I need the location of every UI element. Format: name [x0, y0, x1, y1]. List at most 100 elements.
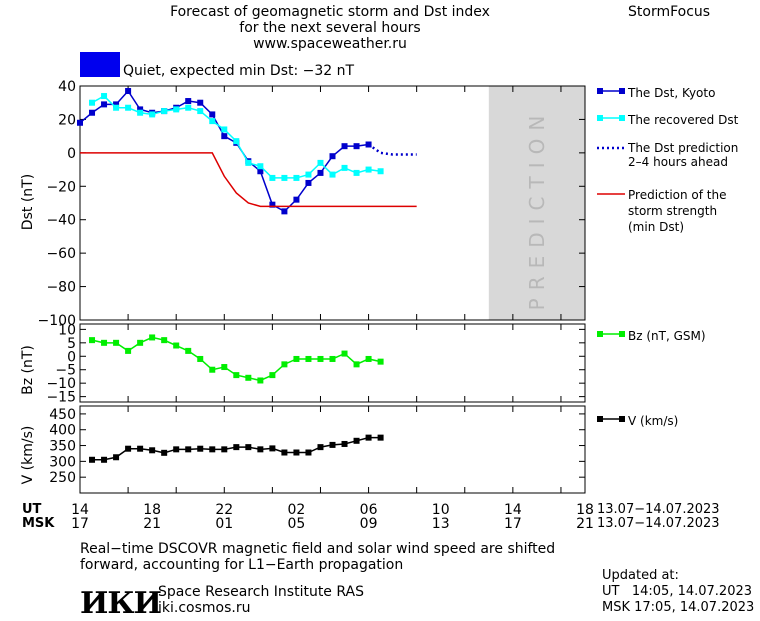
- data-point-dst-1: [329, 171, 336, 178]
- data-point-dst-1: [257, 163, 264, 170]
- data-point-dst-0: [221, 133, 228, 140]
- data-point-v-0: [209, 446, 216, 453]
- legend-label-dst: The Dst, Kyoto: [628, 86, 716, 100]
- legend-label-storm-strength: Prediction of the storm strength (min Ds…: [628, 188, 727, 234]
- legend-line-bz-marker: [619, 331, 625, 337]
- data-point-bz-0: [245, 374, 252, 381]
- data-point-dst-1: [113, 104, 120, 111]
- data-point-dst-0: [305, 179, 312, 186]
- y-tick-label-dst: 0: [67, 146, 76, 162]
- series-line-dst-1: [91, 95, 381, 179]
- data-point-bz-0: [185, 347, 192, 354]
- ut-tick-label: 18: [576, 502, 594, 518]
- data-point-dst-1: [173, 106, 180, 113]
- series-line-dst-3: [80, 152, 417, 208]
- data-point-dst-1: [209, 118, 216, 125]
- legend-label-v: V (km/s): [628, 414, 679, 428]
- data-point-dst-0: [317, 169, 324, 176]
- panel-frame-dst: [79, 85, 586, 321]
- y-tick-label-dst: 20: [58, 112, 76, 128]
- data-point-bz-0: [257, 377, 264, 384]
- data-point-dst-0: [353, 143, 360, 150]
- institute-site: iki.cosmos.ru: [158, 600, 251, 616]
- updated-msk: MSK 17:05, 14.07.2023: [602, 600, 755, 615]
- ut-tick-label: 18: [143, 502, 161, 518]
- data-point-v-0: [293, 449, 300, 456]
- data-point-bz-0: [161, 337, 168, 344]
- msk-tick-label: 17: [504, 516, 522, 532]
- data-point-dst-1: [89, 99, 96, 106]
- y-tick-label-v: 250: [49, 470, 76, 486]
- ut-axis-label: UT: [22, 502, 42, 517]
- data-point-bz-0: [197, 355, 204, 362]
- legend-line-recovered-marker: [619, 115, 625, 121]
- msk-tick-label: 09: [360, 516, 378, 532]
- y-tick-label-bz: 5: [67, 336, 76, 352]
- y-tick-label-bz: −10: [46, 376, 76, 392]
- y-tick-label-dst: −40: [46, 213, 76, 229]
- data-point-bz-0: [317, 355, 324, 362]
- series-line-dst-2: [367, 143, 417, 156]
- legend-label-dst-prediction: The Dst prediction 2–4 hours ahead: [628, 141, 739, 169]
- prediction-region: [488, 86, 585, 320]
- msk-tick-label: 13: [432, 516, 450, 532]
- msk-tick-label: 21: [143, 516, 161, 532]
- legend-line-v-marker: [597, 416, 603, 422]
- data-point-bz-0: [113, 339, 120, 346]
- data-point-dst-0: [101, 101, 108, 108]
- data-point-v-0: [377, 434, 384, 441]
- data-point-dst-1: [341, 164, 348, 171]
- y-tick-label-v: 350: [49, 439, 76, 455]
- msk-tick-label: 01: [215, 516, 233, 532]
- chart-title-line2: for the next several hours: [239, 20, 421, 36]
- data-point-bz-0: [125, 347, 132, 354]
- data-point-bz-0: [209, 366, 216, 373]
- y-tick-label-dst: −100: [38, 313, 76, 329]
- msk-tick-label: 05: [288, 516, 306, 532]
- data-point-dst-1: [137, 109, 144, 116]
- data-point-v-0: [161, 449, 168, 456]
- data-point-bz-0: [233, 372, 240, 379]
- data-point-dst-0: [77, 119, 83, 126]
- y-tick-label-bz: 10: [58, 322, 76, 338]
- updated-label: Updated at:: [602, 568, 679, 583]
- data-point-v-0: [353, 437, 360, 444]
- footer-note-line1: Real−time DSCOVR magnetic field and sola…: [80, 541, 556, 557]
- site-url: www.spaceweather.ru: [253, 36, 407, 52]
- legend-label-recovered: The recovered Dst: [628, 113, 739, 127]
- ut-tick-label: 10: [432, 502, 450, 518]
- data-point-bz-0: [353, 361, 360, 368]
- data-point-dst-1: [365, 166, 372, 173]
- data-point-v-0: [305, 449, 312, 456]
- data-point-v-0: [89, 456, 96, 463]
- series-line-dst-0: [79, 89, 369, 213]
- y-tick-label-v: 450: [49, 407, 76, 423]
- y-tick-label-v: 300: [49, 454, 76, 470]
- data-point-dst-1: [245, 159, 252, 166]
- data-point-v-0: [101, 456, 108, 463]
- data-point-bz-0: [293, 355, 300, 362]
- data-point-v-0: [221, 446, 228, 453]
- brand-name: StormFocus: [628, 4, 711, 20]
- data-point-v-0: [113, 454, 120, 461]
- data-point-bz-0: [101, 339, 108, 346]
- data-point-v-0: [197, 445, 204, 452]
- data-point-bz-0: [377, 358, 384, 365]
- data-point-v-0: [365, 434, 372, 441]
- data-point-bz-0: [329, 355, 336, 362]
- data-point-bz-0: [137, 339, 144, 346]
- data-point-dst-0: [269, 201, 276, 208]
- data-point-dst-0: [185, 98, 192, 105]
- data-point-v-0: [257, 446, 264, 453]
- data-point-dst-0: [197, 99, 204, 106]
- data-point-dst-1: [149, 111, 156, 118]
- data-point-bz-0: [89, 337, 96, 344]
- status-color-box: [80, 52, 120, 77]
- data-point-dst-0: [113, 101, 120, 108]
- data-point-v-0: [245, 444, 252, 451]
- y-tick-label-dst: −80: [46, 280, 76, 296]
- msk-tick-label: 21: [576, 516, 594, 532]
- data-point-v-0: [341, 440, 348, 447]
- data-point-bz-0: [269, 372, 276, 379]
